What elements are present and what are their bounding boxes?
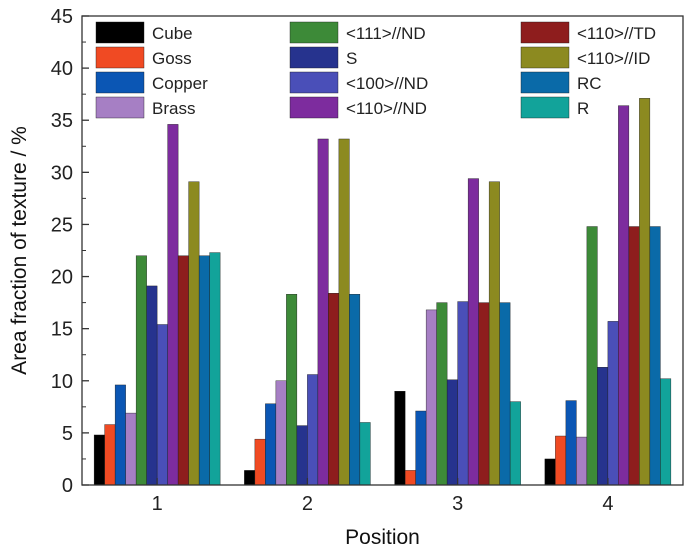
bar bbox=[555, 435, 567, 486]
bar bbox=[244, 470, 256, 486]
bar bbox=[415, 410, 427, 486]
bar bbox=[499, 302, 511, 486]
bar bbox=[359, 422, 371, 486]
bar bbox=[254, 438, 266, 486]
legend-swatch bbox=[289, 21, 339, 44]
x-tick-label: 4 bbox=[602, 493, 613, 515]
bar bbox=[425, 309, 437, 486]
bar bbox=[628, 226, 640, 486]
bar bbox=[338, 138, 350, 486]
y-tick-label: 20 bbox=[51, 267, 73, 289]
bar bbox=[488, 181, 500, 486]
y-tick-label: 45 bbox=[51, 6, 73, 28]
bar bbox=[478, 302, 490, 486]
y-tick-label: 35 bbox=[51, 110, 73, 132]
bar bbox=[146, 285, 158, 486]
bar bbox=[457, 301, 469, 486]
legend-label: RC bbox=[577, 74, 602, 93]
y-tick-label: 5 bbox=[62, 423, 73, 445]
y-axis-title: Area fraction of texture / % bbox=[8, 126, 31, 375]
legend-swatch bbox=[289, 96, 339, 119]
bar bbox=[639, 98, 651, 486]
bar bbox=[436, 302, 448, 486]
bar bbox=[597, 367, 609, 486]
x-tick-label: 1 bbox=[152, 493, 163, 515]
bar bbox=[286, 294, 298, 486]
legend-label: S bbox=[346, 49, 357, 68]
legend-label: Brass bbox=[152, 99, 195, 118]
bar bbox=[394, 391, 406, 486]
legend-swatch bbox=[289, 71, 339, 94]
bar bbox=[156, 324, 168, 486]
ticks-layer: 0 5 10 15 20 25 30 35 40 45 1 2 3 4 bbox=[51, 6, 614, 515]
legend-swatch bbox=[95, 96, 145, 119]
bar bbox=[660, 378, 672, 486]
bar bbox=[177, 255, 189, 486]
y-tick-label: 30 bbox=[51, 162, 73, 184]
bar bbox=[188, 181, 200, 486]
legend-swatch bbox=[520, 21, 570, 44]
bar bbox=[404, 470, 416, 486]
legend-label: R bbox=[577, 99, 589, 118]
bar bbox=[349, 294, 361, 486]
bar bbox=[307, 374, 319, 486]
y-tick-label: 25 bbox=[51, 214, 73, 236]
bar bbox=[167, 124, 179, 486]
bar bbox=[565, 400, 577, 486]
legend-swatch bbox=[520, 71, 570, 94]
y-tick-label: 15 bbox=[51, 319, 73, 341]
x-tick-label: 2 bbox=[302, 493, 313, 515]
bar bbox=[618, 105, 630, 486]
bar bbox=[135, 255, 147, 486]
bar bbox=[275, 380, 287, 486]
legend-swatch bbox=[520, 46, 570, 69]
bar bbox=[576, 436, 588, 486]
legend-label: <110>//ND bbox=[346, 99, 427, 118]
legend-label: <111>//ND bbox=[346, 24, 426, 43]
bar bbox=[93, 434, 105, 486]
y-tick-label: 0 bbox=[62, 475, 73, 497]
bar bbox=[544, 458, 556, 486]
x-axis-title: Position bbox=[345, 526, 420, 549]
bar bbox=[446, 379, 458, 486]
y-tick-label: 10 bbox=[51, 371, 73, 393]
legend-swatch bbox=[95, 21, 145, 44]
bar bbox=[125, 412, 137, 486]
legend-label: Copper bbox=[152, 74, 208, 93]
legend-swatch bbox=[289, 46, 339, 69]
legend: Cube Goss Copper Brass <111>//ND S <100>//ND <1… bbox=[95, 21, 656, 119]
legend-label: <110>//ID bbox=[577, 49, 650, 68]
legend-label: <100>//ND bbox=[346, 74, 428, 93]
bar bbox=[328, 293, 340, 486]
bar bbox=[209, 252, 221, 486]
y-tick-label: 40 bbox=[51, 58, 73, 80]
bar bbox=[509, 401, 521, 486]
bar bbox=[114, 384, 126, 486]
bar bbox=[586, 226, 598, 486]
bars-layer bbox=[93, 98, 672, 486]
legend-label: Cube bbox=[152, 24, 193, 43]
x-tick-label: 3 bbox=[452, 493, 463, 515]
legend-label: <110>//TD bbox=[577, 24, 656, 43]
bar bbox=[317, 138, 329, 486]
bar bbox=[104, 424, 116, 486]
bar bbox=[296, 425, 308, 486]
bar bbox=[265, 403, 277, 486]
bar bbox=[649, 226, 661, 486]
legend-swatch bbox=[95, 46, 145, 69]
legend-label: Goss bbox=[152, 49, 192, 68]
legend-swatch bbox=[520, 96, 570, 119]
legend-swatch bbox=[95, 71, 145, 94]
bar bbox=[198, 255, 210, 486]
bar bbox=[607, 321, 619, 486]
bar bbox=[467, 178, 479, 486]
